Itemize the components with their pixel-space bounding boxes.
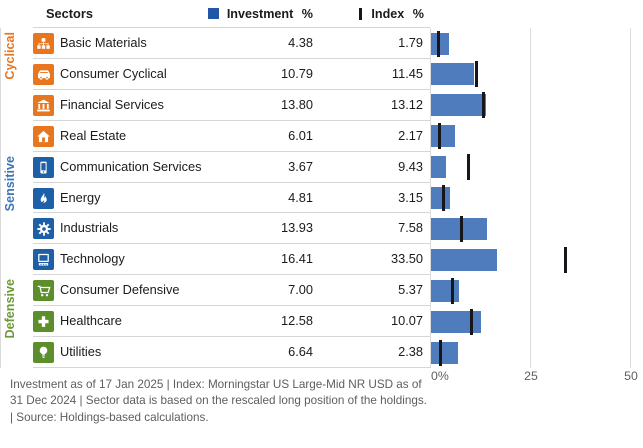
sector-name: Basic Materials bbox=[60, 35, 147, 50]
financial-services-icon bbox=[33, 94, 54, 116]
x-axis-tick-50: 50 bbox=[624, 369, 638, 383]
index-marker bbox=[438, 123, 442, 150]
investment-swatch-icon bbox=[207, 8, 219, 19]
index-value: 3.15 bbox=[398, 189, 423, 205]
table-header: Sectors Investment % Index % bbox=[0, 0, 643, 28]
index-marker bbox=[450, 277, 454, 304]
investment-bar bbox=[431, 94, 487, 117]
index-marker bbox=[469, 308, 473, 335]
investment-value: 4.81 bbox=[288, 189, 313, 205]
healthcare-icon bbox=[33, 311, 54, 333]
index-legend: Index % bbox=[359, 0, 424, 28]
left-border-line bbox=[0, 28, 1, 368]
index-marker bbox=[481, 92, 485, 119]
energy-icon bbox=[33, 187, 54, 209]
index-value: 11.45 bbox=[391, 65, 423, 81]
x-axis-tick-0: 0% bbox=[431, 369, 449, 383]
investment-legend: Investment % bbox=[207, 0, 313, 28]
index-value: 5.37 bbox=[398, 282, 423, 298]
investment-value: 13.80 bbox=[280, 96, 313, 112]
sector-row: Technology 16.41 33.50 bbox=[0, 244, 643, 276]
index-value: 2.17 bbox=[398, 127, 423, 143]
investment-value: 6.64 bbox=[288, 344, 313, 360]
investment-value: 3.67 bbox=[288, 158, 313, 174]
sector-row: Basic Materials 4.38 1.79 bbox=[0, 28, 643, 59]
investment-bar bbox=[431, 156, 446, 179]
sector-name: Communication Services bbox=[60, 158, 202, 174]
index-value: 13.12 bbox=[390, 96, 423, 112]
investment-value: 6.01 bbox=[288, 127, 313, 143]
index-value: 9.43 bbox=[398, 158, 423, 174]
sector-row: Financial Services 13.80 13.12 bbox=[0, 90, 643, 121]
index-legend-label: Index % bbox=[371, 7, 424, 21]
sector-name: Consumer Defensive bbox=[60, 282, 180, 298]
sector-row: Healthcare 12.58 10.07 bbox=[0, 306, 643, 338]
investment-bar bbox=[431, 248, 497, 271]
investment-value: 10.79 bbox=[280, 65, 313, 81]
real-estate-icon bbox=[33, 125, 54, 147]
sector-name: Consumer Cyclical bbox=[60, 65, 167, 81]
utilities-icon bbox=[33, 342, 54, 364]
sector-name: Real Estate bbox=[60, 127, 127, 143]
gridline-50 bbox=[630, 28, 631, 368]
index-marker bbox=[475, 61, 479, 88]
sectors-column-header: Sectors bbox=[46, 6, 93, 21]
sector-name: Technology bbox=[60, 251, 125, 267]
communication-services-icon bbox=[33, 156, 54, 178]
index-marker bbox=[442, 185, 446, 212]
sector-row: Utilities 6.64 2.38 bbox=[0, 337, 643, 368]
sector-name: Utilities bbox=[60, 344, 102, 360]
investment-value: 16.41 bbox=[280, 251, 313, 267]
investment-bar bbox=[431, 217, 487, 240]
gridline-0 bbox=[430, 28, 431, 368]
x-axis-tick-25: 25 bbox=[524, 369, 538, 383]
investment-value: 13.93 bbox=[280, 220, 313, 236]
index-marker bbox=[563, 246, 567, 273]
technology-icon bbox=[33, 249, 54, 271]
sector-name: Financial Services bbox=[60, 96, 164, 112]
sector-name: Industrials bbox=[60, 220, 119, 236]
index-marker bbox=[459, 215, 463, 242]
investment-bar bbox=[431, 32, 449, 55]
index-value: 33.50 bbox=[390, 251, 423, 267]
consumer-defensive-icon bbox=[33, 280, 54, 302]
index-value: 1.79 bbox=[398, 35, 423, 50]
investment-legend-label: Investment % bbox=[226, 7, 313, 21]
investment-value: 12.58 bbox=[280, 313, 313, 329]
investment-bar bbox=[431, 187, 451, 210]
index-value: 10.07 bbox=[390, 313, 423, 329]
investment-bar bbox=[431, 310, 482, 333]
industrials-icon bbox=[33, 218, 54, 240]
index-value: 2.38 bbox=[398, 344, 423, 360]
investment-bar bbox=[431, 63, 475, 86]
index-marker bbox=[439, 339, 443, 366]
gridline-25 bbox=[530, 28, 531, 368]
index-marker bbox=[467, 154, 471, 181]
investment-value: 4.38 bbox=[288, 35, 313, 50]
sector-row: Consumer Defensive 7.00 5.37 bbox=[0, 275, 643, 307]
index-value: 7.58 bbox=[398, 220, 423, 236]
index-tick-icon bbox=[359, 8, 363, 20]
index-marker bbox=[436, 30, 440, 57]
footnote: Investment as of 17 Jan 2025 | Index: Mo… bbox=[10, 378, 427, 424]
investment-value: 7.00 bbox=[288, 282, 313, 298]
sector-name: Healthcare bbox=[60, 313, 122, 329]
sector-name: Energy bbox=[60, 189, 101, 205]
sector-row: Real Estate 6.01 2.17 bbox=[0, 121, 643, 152]
sector-row: Energy 4.81 3.15 bbox=[0, 183, 643, 214]
sector-row: Consumer Cyclical 10.79 11.45 bbox=[0, 59, 643, 90]
sector-row: Communication Services 3.67 9.43 bbox=[0, 152, 643, 183]
consumer-cyclical-icon bbox=[33, 63, 54, 85]
investment-bar bbox=[431, 125, 456, 148]
investment-bar bbox=[431, 341, 458, 364]
basic-materials-icon bbox=[33, 33, 54, 54]
sector-row: Industrials 13.93 7.58 bbox=[0, 213, 643, 245]
investment-bar bbox=[431, 279, 459, 302]
